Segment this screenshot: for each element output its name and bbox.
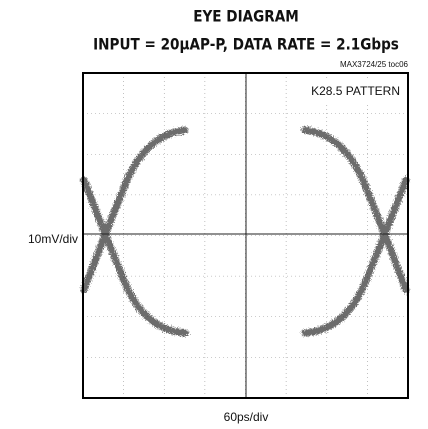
pattern-label: K28.5 PATTERN: [311, 84, 400, 98]
plot-area: K28.5 PATTERN: [83, 73, 408, 398]
chart: EYE DIAGRAM INPUT = 20μAP-P, DATA RATE =…: [0, 0, 428, 429]
x-axis-label: 60ps/div: [224, 410, 269, 424]
chart-subtitle: INPUT = 20μAP-P, DATA RATE = 2.1Gbps: [93, 35, 399, 53]
chart-title: EYE DIAGRAM: [193, 7, 299, 25]
figure-code: MAX3724/25 toc06: [340, 60, 409, 69]
y-axis-label: 10mV/div: [28, 232, 78, 246]
